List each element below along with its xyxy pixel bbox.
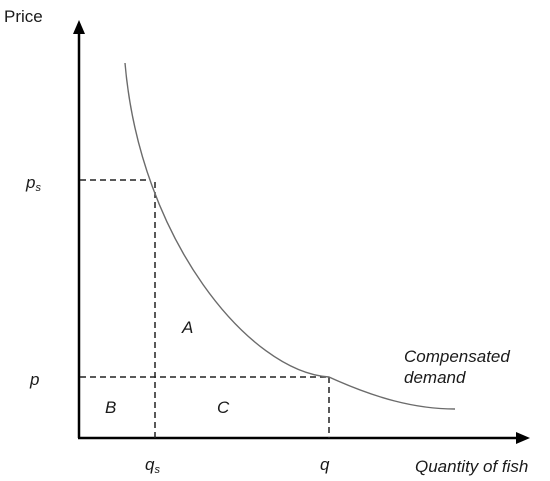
- curve-label-line2: demand: [404, 368, 466, 387]
- curve-label-line1: Compensated: [404, 347, 510, 366]
- qs-label-base: q: [145, 455, 155, 474]
- compensated-demand-curve: [124, 62, 456, 410]
- region-a-label: A: [181, 318, 193, 337]
- qs-label: qs: [145, 455, 160, 476]
- p-label: p: [29, 370, 39, 389]
- ps-label-subscript: s: [35, 182, 41, 194]
- region-b-label: B: [105, 398, 116, 417]
- q-label: q: [320, 455, 330, 474]
- qs-label-subscript: s: [154, 464, 160, 476]
- y-axis-title: Price: [4, 7, 43, 26]
- x-axis-arrow: [516, 432, 530, 444]
- ps-label-base: p: [25, 173, 35, 192]
- y-axis-arrow: [73, 20, 85, 34]
- ps-label: ps: [25, 173, 41, 194]
- region-c-label: C: [217, 398, 230, 417]
- x-axis-title: Quantity of fish: [415, 457, 528, 476]
